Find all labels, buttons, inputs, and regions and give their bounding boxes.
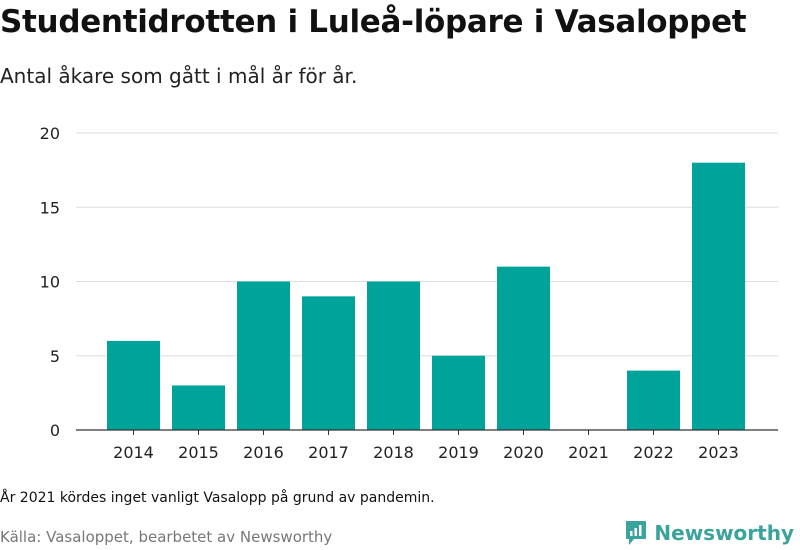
- y-tick-label: 0: [50, 421, 60, 440]
- x-tick-label: 2021: [568, 443, 609, 462]
- y-tick-label: 20: [40, 124, 60, 143]
- y-tick-label: 5: [50, 347, 60, 366]
- y-axis-ticks: 0 5 10 15 20: [40, 124, 60, 440]
- x-tick-label: 2017: [308, 443, 349, 462]
- bar-2016: [237, 281, 290, 430]
- x-axis-ticks: 2014 2015 2016 2017 2018 2019 2020 2021 2022 2023: [113, 430, 739, 462]
- y-tick-label: 15: [40, 198, 60, 217]
- brand-logo[interactable]: Newsworthy: [624, 519, 794, 547]
- chart-title: Studentidrotten i Luleå-löpare i Vasalop…: [0, 4, 747, 40]
- bar-2020: [497, 266, 550, 430]
- brand-name: Newsworthy: [654, 521, 794, 545]
- bar-2017: [302, 296, 355, 430]
- grid-lines: [76, 132, 778, 357]
- footnote: År 2021 kördes inget vanligt Vasalopp på…: [0, 490, 435, 506]
- bar-2015: [172, 385, 225, 430]
- bar-2019: [432, 355, 485, 430]
- x-tick-label: 2022: [633, 443, 674, 462]
- x-tick-label: 2020: [503, 443, 544, 462]
- bar-2022: [627, 370, 680, 430]
- bar-2014: [107, 340, 160, 430]
- source-text: Källa: Vasaloppet, bearbetet av Newswort…: [0, 528, 333, 546]
- chart-subtitle: Antal åkare som gått i mål år för år.: [0, 64, 358, 88]
- bar-2023: [692, 162, 745, 430]
- bar-2018: [367, 281, 420, 430]
- x-tick-label: 2018: [373, 443, 414, 462]
- x-tick-label: 2014: [113, 443, 154, 462]
- x-tick-label: 2019: [438, 443, 479, 462]
- bars: [107, 162, 745, 430]
- y-tick-label: 10: [40, 273, 60, 292]
- x-tick-label: 2016: [243, 443, 284, 462]
- x-tick-label: 2023: [698, 443, 739, 462]
- bar-chart: 0 5 10 15 20 2014 2015 2016 2017 2018 2019 2020 202…: [40, 124, 778, 462]
- x-tick-label: 2015: [178, 443, 219, 462]
- newsworthy-logo-icon: [626, 521, 647, 545]
